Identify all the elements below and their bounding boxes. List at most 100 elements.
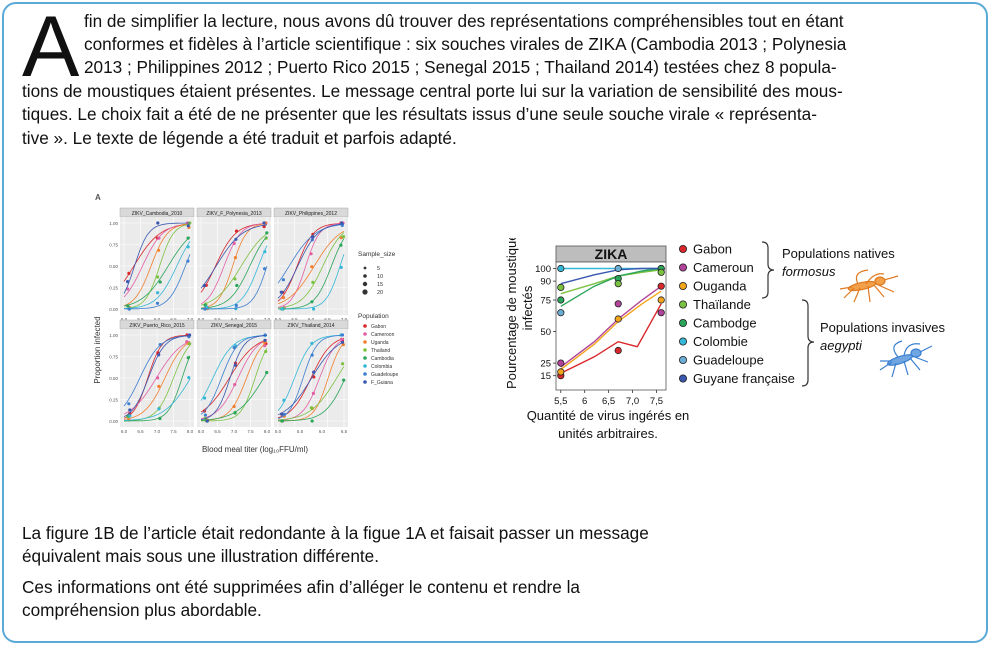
facet-point [203,303,207,307]
facet-curve [123,345,191,422]
y-tick: 0.50 [109,376,118,381]
zika-y-tick: 75 [540,296,551,307]
facet-point [156,275,160,279]
figure-1a: A ZIKV_Cambodia_2010 1.00 0.75 0.50 0.25 0.00… [93,193,398,454]
sample-size-title: Sample_size [358,251,396,258]
facet-point [339,265,343,269]
population-title: Population [358,313,389,320]
zika-point [657,282,665,290]
facet-curve [200,223,268,309]
facet-point [263,267,267,271]
zika-legend: Gabon Cameroun Ouganda Thaïlande Cambodge Col… [678,242,795,386]
facet-curve [277,230,345,305]
y-tick: 0.75 [109,355,118,360]
facet-point [234,237,238,241]
facet-point [188,342,192,346]
facet-point [339,337,344,341]
sample-size-item: 15 [377,282,383,288]
zika-point [557,368,565,376]
x-tick: 6.0 [121,429,128,434]
intro-line: tiques. Le choix fait a été de ne présen… [22,104,817,124]
population-item: Colombia [371,364,392,370]
facet-point [186,224,190,228]
facet-point [262,225,266,229]
facet-point [234,303,238,308]
zika-x-label-1: Quantité de virus ingérés en [527,408,690,423]
population-swatch [363,332,367,336]
facet-curve [123,223,191,307]
facet-curve [123,241,191,309]
facet-point [263,333,267,337]
facet-point [203,307,207,311]
x-tick: 5.0 [275,317,282,322]
x-tick: 6.0 [154,317,161,322]
facet-point [309,406,313,410]
facet-point [233,383,237,387]
x-tick: 7.5 [247,429,254,434]
zika-legend-swatch [678,263,687,272]
mosquito-orange-icon [839,269,899,303]
facet-point [126,280,130,284]
facet-point [265,370,269,375]
population-item: F_Guiana [371,380,393,386]
facet-curve [200,236,268,309]
zika-curve [560,303,662,374]
x-tick: 6.5 [341,429,348,434]
bottom-paragraph-1: La figure 1B de l’article était redondan… [22,523,649,566]
x-tick: 6.0 [231,317,238,322]
facet-point [158,343,162,347]
drop-cap: A [22,0,80,95]
panel-letter: A [95,193,101,202]
zika-legend-item: Ouganda [693,279,747,294]
zika-x-tick: 5,5 [554,396,567,407]
facet-panel: ZIKV_Cambodia_20101.000.750.500.250.005.… [109,207,195,322]
facet-point [281,278,285,282]
x-tick: 6.5 [137,429,144,434]
facet-point [310,419,314,423]
facet-point [157,384,161,388]
population-swatch [363,324,367,328]
facet-point [157,407,161,411]
facet-point [188,333,192,337]
zika-legend-item: Colombie [693,334,748,349]
facet-point [233,277,237,281]
zika-legend-swatch [678,245,687,253]
population-legend: Population Gabon Cameroon Uganda Thailand Ca… [358,313,398,386]
facet-point [186,245,190,249]
sample-size-item: 20 [377,290,383,296]
population-swatch [363,340,367,344]
facet-curve [277,337,345,419]
facet-point [312,307,316,311]
facet-point [203,396,207,400]
sample-size-item: 10 [377,274,383,280]
facet-curve [123,236,191,307]
facet-point [187,376,191,380]
facet-point [311,391,315,395]
facet-point [158,416,162,421]
y-tick: 0.25 [109,398,118,403]
x-tick: 7.5 [170,429,177,434]
zika-legend-item: Gabon [693,242,732,257]
y-tick: 0.50 [109,264,118,269]
y-tick: 0.25 [109,286,118,291]
zika-point [657,296,665,304]
facet-point [339,243,343,247]
facet-point [234,229,239,233]
intro-line: tions de moustiques étaient présentes. L… [22,81,843,101]
mosquito-blue-icon [879,340,933,378]
x-tick: 5.0 [121,317,128,322]
facet-point [157,236,161,240]
x-tick: 6.5 [247,317,254,322]
x-tick: 7.0 [341,317,348,322]
facet-title: ZIKV_Puerto_Rico_2015 [129,323,185,329]
native-bracket [761,241,775,299]
x-tick: 6.5 [214,429,221,434]
population-swatch [363,380,367,384]
y-tick: 1.00 [109,333,118,338]
facet-point [282,398,286,402]
zika-points [557,264,665,380]
zika-x-tick: 6 [582,396,587,407]
zika-x-ticks: 5,5 6 6,5 7,0 7,5 [554,390,663,407]
facet-curve [277,232,345,309]
